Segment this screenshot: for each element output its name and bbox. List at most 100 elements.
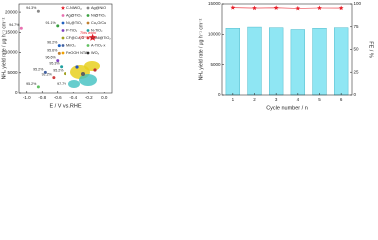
fe-marker: [273, 5, 279, 10]
x-tick-label: -0.6: [54, 95, 62, 100]
bar: [247, 26, 262, 96]
legend-label: Cu₂O/Cu: [91, 21, 106, 25]
legend-marker: [61, 44, 65, 47]
point: [60, 65, 64, 69]
fe-marker: [252, 5, 257, 11]
point: [56, 59, 60, 63]
y2-tick-label: 100: [354, 1, 362, 6]
x-tick-label: 2: [253, 97, 256, 102]
annotation: This work: [80, 31, 97, 35]
plot-frame: [221, 3, 353, 96]
legend-label: CF@Cu₂O: [66, 36, 84, 40]
point-label: 94.7%: [9, 23, 20, 27]
legend-marker: [86, 51, 90, 55]
x-axis-label: E / V vs.RHE: [49, 103, 81, 109]
inset-blob: [79, 74, 97, 86]
y-tick-label: 15000: [5, 30, 18, 35]
legend-label: Ag@NiO: [91, 6, 106, 10]
x-tick-label: -0.8: [38, 95, 46, 100]
x-tick-label: 6: [340, 97, 343, 102]
legend-marker: [86, 44, 90, 47]
legend-star: [60, 5, 66, 10]
y2-tick-label: 50: [354, 47, 360, 52]
legend-label: CoNi@TiO₂: [91, 36, 111, 40]
x-tick-label: 4: [297, 97, 300, 102]
point: [43, 70, 47, 74]
legend-label: WO₃: [91, 51, 100, 55]
fe-line: [232, 7, 342, 9]
point: [56, 24, 60, 28]
point: [36, 85, 40, 89]
point-label: 91.1%: [46, 21, 57, 25]
legend-marker: [86, 21, 90, 25]
bar: [269, 27, 284, 96]
bar: [225, 28, 240, 96]
y-axis-label: NH₃ yield rate / μg h⁻¹ cm⁻²: [198, 18, 204, 80]
x-tick-label: 0.0: [101, 95, 108, 100]
y-tick-label: 10000: [208, 32, 221, 37]
y-tick-label: 20000: [5, 9, 18, 14]
legend-label: N-TiO₂: [91, 29, 103, 33]
inset-blob: [84, 61, 100, 71]
y-tick-label: 5000: [210, 62, 221, 67]
y-tick-label: 10000: [5, 50, 18, 55]
inset-structure: [66, 58, 106, 92]
legend-marker: [61, 51, 65, 55]
point: [57, 51, 61, 55]
y2-axis-label: FE / %: [368, 41, 374, 58]
bar: [312, 28, 327, 96]
y2-tick-label: 25: [354, 69, 360, 74]
legend-label: FeOOH NTA: [66, 51, 88, 55]
y-tick-label: 0: [218, 92, 221, 97]
point: [52, 76, 56, 80]
legend-label: C-NiWO₄: [66, 6, 82, 10]
inset-atom: [81, 72, 85, 76]
legend-marker: [61, 29, 65, 32]
y-tick-label: 15000: [208, 1, 221, 6]
legend-label: P-TiO₂: [66, 29, 78, 33]
point-label: 94.3%: [26, 6, 37, 10]
point-star: [88, 33, 97, 41]
legend-label: MnO₂: [66, 44, 76, 48]
inset-blob: [68, 80, 80, 88]
fe-marker: [338, 5, 344, 11]
y2-tick-label: 0: [354, 92, 357, 97]
point: [36, 9, 40, 13]
point-label: 95.3%: [49, 62, 60, 66]
point: [57, 44, 61, 48]
x-tick-label: 3: [275, 97, 278, 102]
legend-marker: [86, 14, 90, 17]
x-tick-label: -1.0: [23, 95, 31, 100]
x-axis-label: Cycle number / n: [266, 105, 308, 111]
fe-marker: [317, 5, 322, 11]
fe-marker: [230, 5, 236, 10]
inset-atom: [93, 68, 97, 72]
point-label: 95.2%: [26, 82, 37, 86]
point-label: 95.6%: [47, 48, 58, 52]
annotation: FE=97.0%: [79, 36, 97, 40]
y-tick-label: 0: [15, 90, 18, 95]
legend-label: Ag@TiO₂: [66, 14, 82, 18]
bar: [290, 29, 305, 96]
inset-atom: [75, 65, 79, 69]
bar: [334, 27, 349, 96]
point-label: 92.2%: [42, 73, 53, 77]
legend-marker: [86, 6, 90, 10]
legend-marker: [86, 36, 90, 40]
fe-marker: [295, 5, 301, 11]
y-axis-label: NH₃ yield rate / μg h⁻¹ cm⁻²: [1, 17, 7, 79]
legend-label: Ni₂@TiO₂: [66, 21, 83, 25]
x-tick-label: 5: [318, 97, 321, 102]
point-label: 95.2%: [53, 69, 64, 73]
point-label: 96.6%: [46, 56, 57, 60]
y-tick-label: 5000: [7, 70, 18, 75]
legend-marker: [61, 36, 65, 40]
y2-tick-label: 75: [354, 24, 360, 29]
plot-frame: [18, 3, 113, 94]
legend-label: Ni@TiO₂: [91, 14, 106, 18]
x-tick-label: -0.2: [85, 95, 93, 100]
point: [19, 26, 23, 30]
legend-label: A-TiO₂-x: [91, 44, 106, 48]
point-label: 96.2%: [47, 41, 58, 45]
